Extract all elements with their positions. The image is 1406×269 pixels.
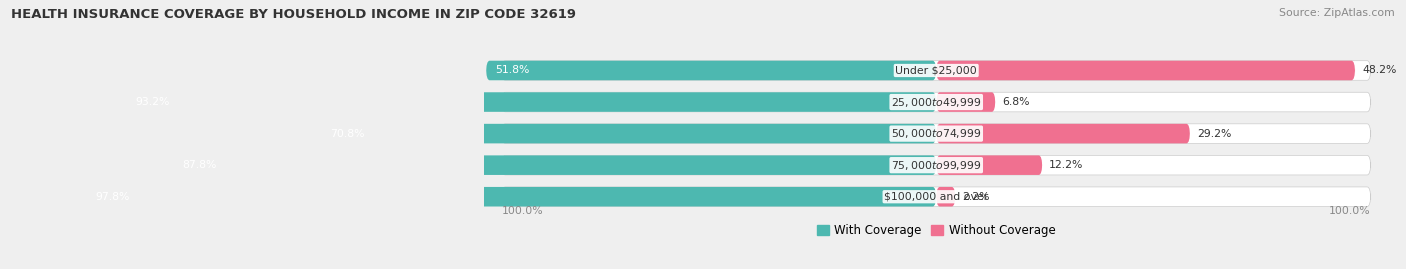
FancyBboxPatch shape [486,61,936,80]
FancyBboxPatch shape [502,124,1371,143]
Text: $50,000 to $74,999: $50,000 to $74,999 [891,127,981,140]
Text: Source: ZipAtlas.com: Source: ZipAtlas.com [1279,8,1395,18]
Text: 12.2%: 12.2% [1049,160,1084,170]
FancyBboxPatch shape [936,124,1189,143]
Text: 100.0%: 100.0% [1329,206,1371,216]
FancyBboxPatch shape [502,92,1371,112]
FancyBboxPatch shape [502,155,1371,175]
FancyBboxPatch shape [173,155,936,175]
Text: $100,000 and over: $100,000 and over [884,192,988,202]
FancyBboxPatch shape [502,61,1371,80]
Text: 6.8%: 6.8% [1002,97,1029,107]
FancyBboxPatch shape [936,61,1355,80]
FancyBboxPatch shape [936,155,1042,175]
Text: Under $25,000: Under $25,000 [896,65,977,76]
Text: 29.2%: 29.2% [1197,129,1232,139]
Text: HEALTH INSURANCE COVERAGE BY HOUSEHOLD INCOME IN ZIP CODE 32619: HEALTH INSURANCE COVERAGE BY HOUSEHOLD I… [11,8,576,21]
Text: 2.2%: 2.2% [962,192,990,202]
FancyBboxPatch shape [321,124,936,143]
FancyBboxPatch shape [502,187,1371,207]
Text: 48.2%: 48.2% [1362,65,1396,76]
Text: 70.8%: 70.8% [330,129,364,139]
Text: 87.8%: 87.8% [181,160,217,170]
FancyBboxPatch shape [86,187,936,207]
Text: $25,000 to $49,999: $25,000 to $49,999 [891,95,981,109]
Text: 51.8%: 51.8% [495,65,529,76]
Legend: With Coverage, Without Coverage: With Coverage, Without Coverage [813,219,1060,242]
Text: 97.8%: 97.8% [96,192,129,202]
Text: 100.0%: 100.0% [502,206,543,216]
FancyBboxPatch shape [936,187,955,207]
FancyBboxPatch shape [127,92,936,112]
FancyBboxPatch shape [936,92,995,112]
Text: 93.2%: 93.2% [135,97,170,107]
Text: $75,000 to $99,999: $75,000 to $99,999 [891,159,981,172]
